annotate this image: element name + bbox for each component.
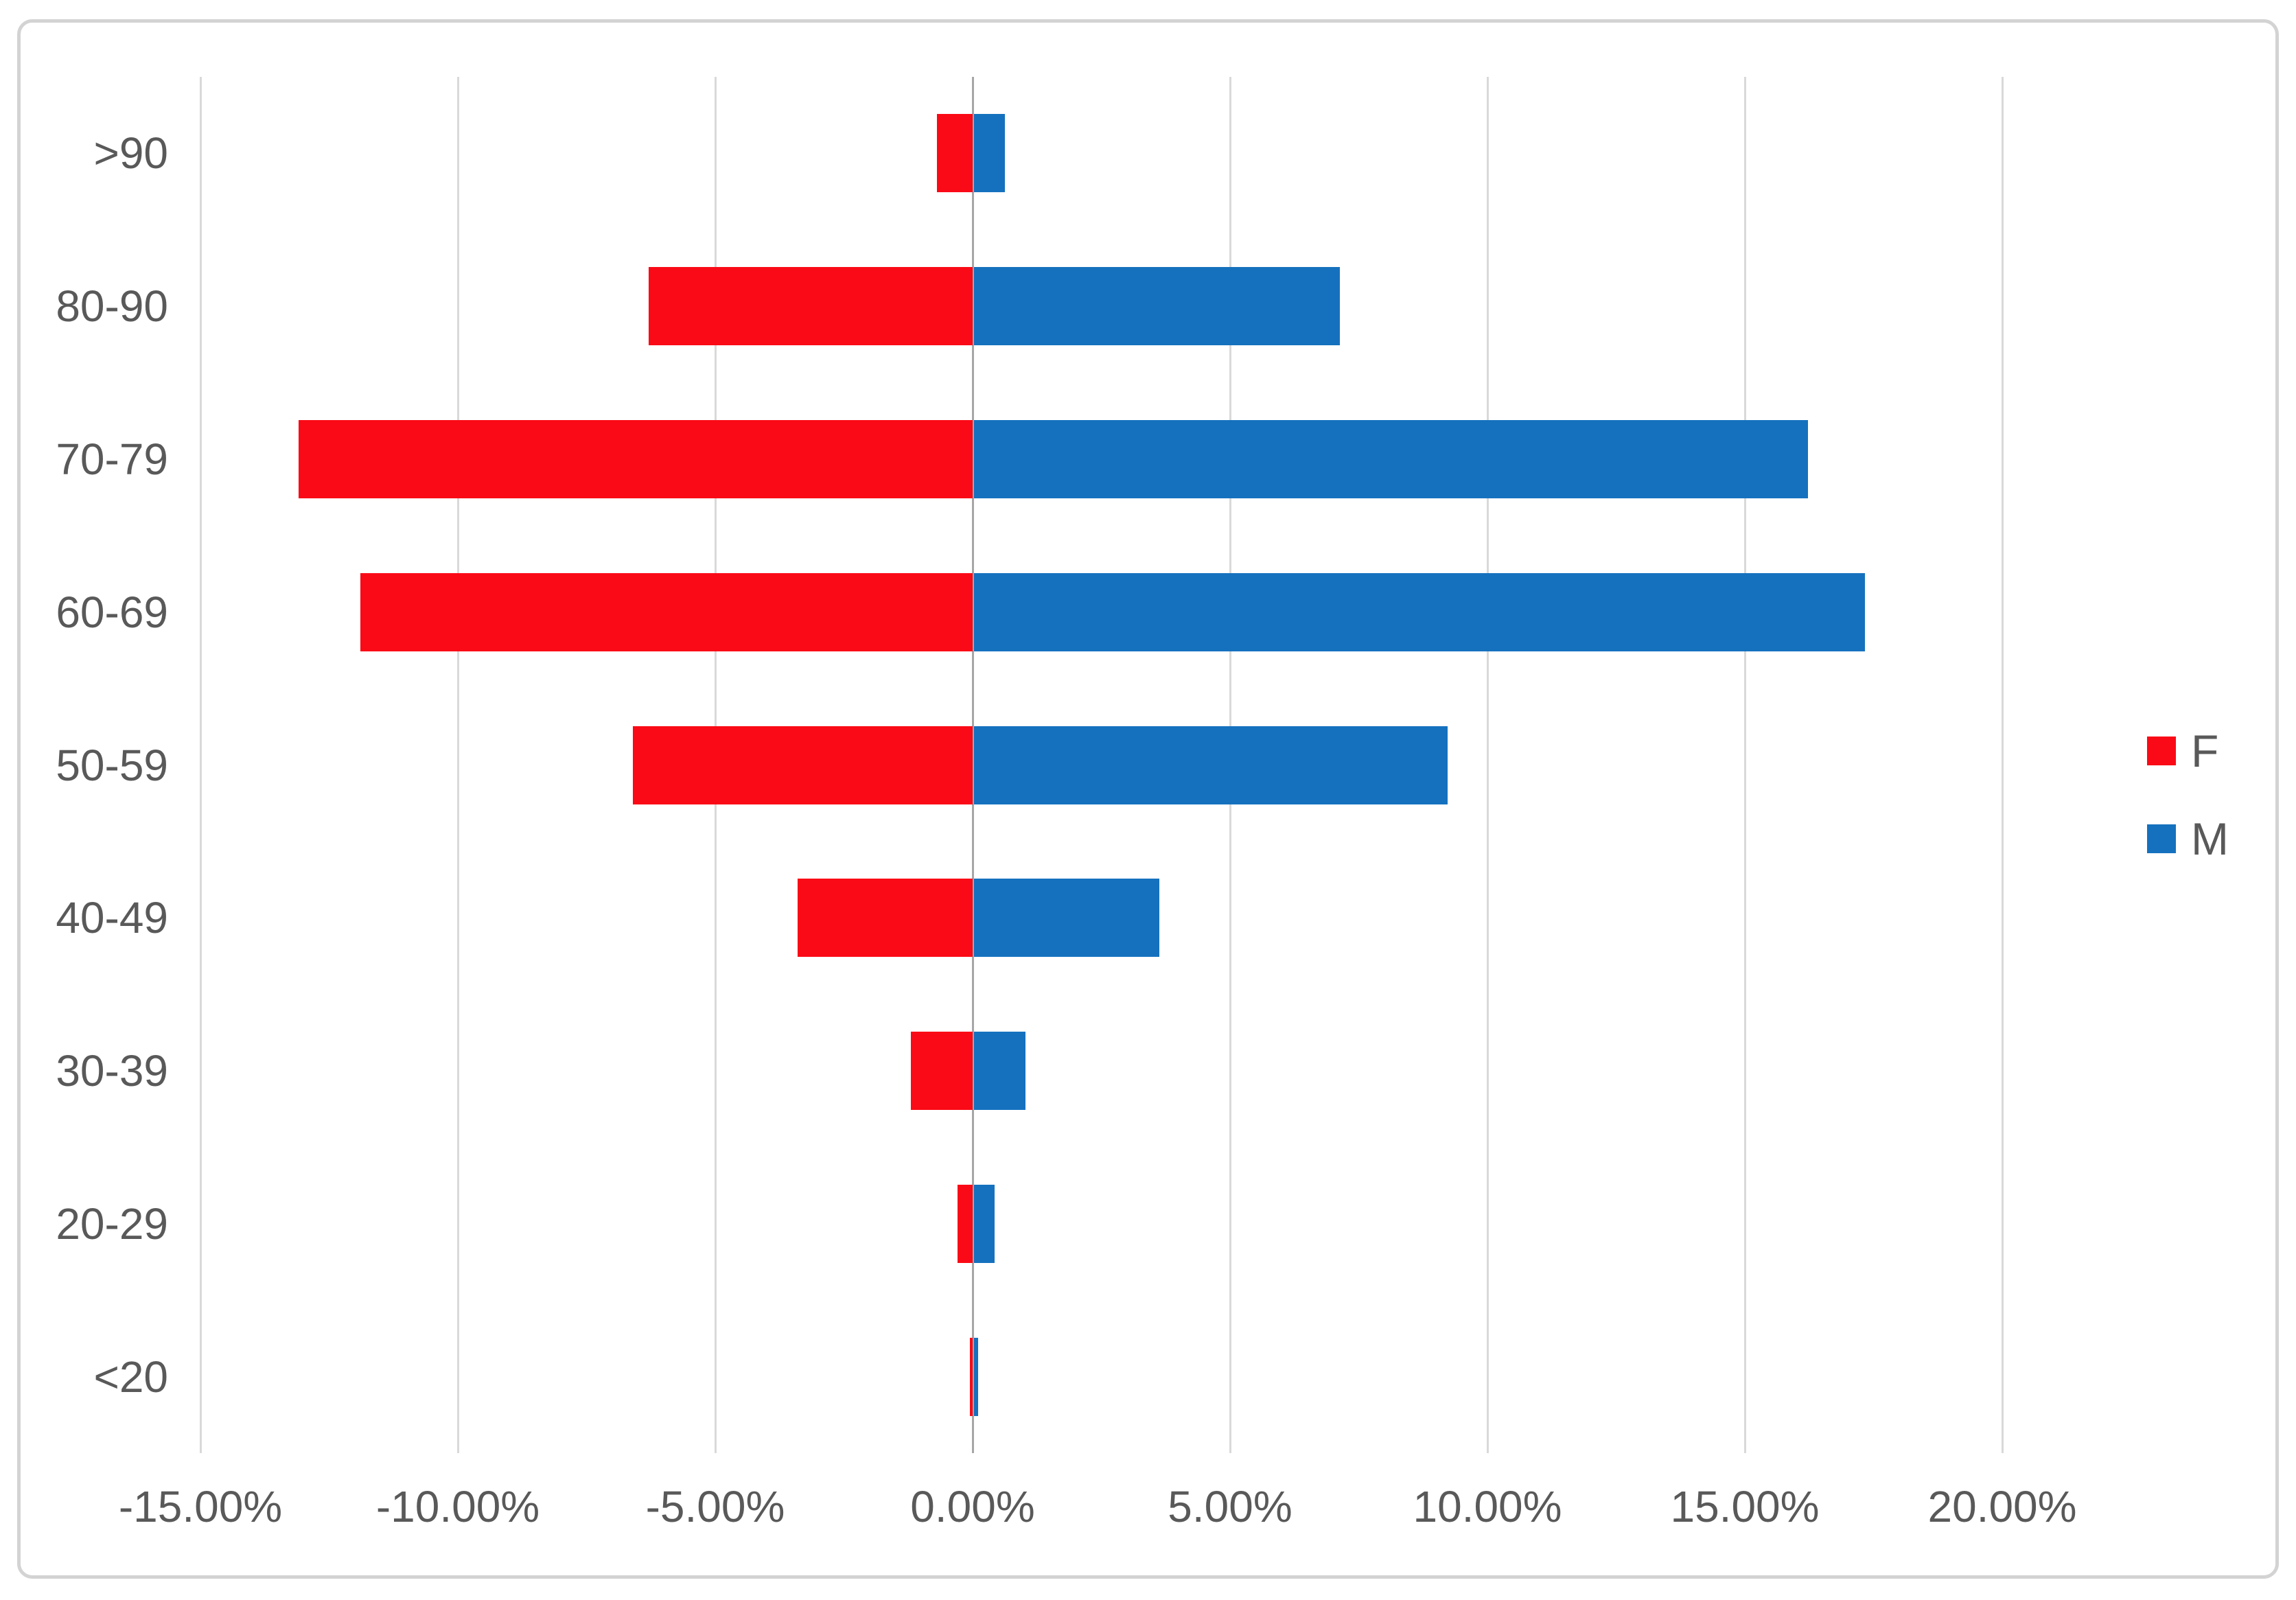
legend-label-m: M [2191,813,2229,864]
bar-m-60-69 [974,572,1865,651]
x-tick-label-10: 10.00% [1413,1482,1562,1531]
bar-m-80-90 [974,267,1340,346]
gridline-10 [1487,77,1489,1453]
zero-axis-line [972,77,974,1453]
bar-f-70-79 [298,419,973,498]
legend-item-f: F [2147,723,2229,779]
bar-f-40-49 [798,879,973,958]
bar-m-50-59 [974,726,1448,804]
bar-f-60-69 [360,572,973,651]
gridline--10 [457,77,459,1453]
bar-f-20-29 [957,1184,973,1263]
category-label-gt90: >90 [93,128,168,178]
category-label-30-39: 30-39 [56,1046,168,1096]
category-label-lt20: <20 [93,1352,168,1402]
legend-item-m: M [2147,811,2229,867]
gridline-20 [2002,77,2004,1453]
gridline-15 [1744,77,1746,1453]
bar-m-40-49 [974,879,1159,958]
category-label-70-79: 70-79 [56,434,168,484]
bar-f-80-90 [648,267,973,346]
bar-f-30-39 [911,1032,973,1111]
category-label-20-29: 20-29 [56,1198,168,1249]
bar-f-50-59 [633,726,973,804]
bar-m-30-39 [974,1032,1025,1111]
x-tick-label-5: 5.00% [1168,1482,1292,1531]
x-tick-label--5: -5.00% [645,1482,785,1531]
gridline--15 [200,77,202,1453]
legend: F M [2147,723,2229,867]
category-label-50-59: 50-59 [56,740,168,790]
bar-m-70-79 [974,419,1808,498]
legend-swatch-f-icon [2147,737,2176,765]
bar-m-20-29 [974,1184,995,1263]
x-tick-label--10: -10.00% [375,1482,540,1531]
x-tick-label-0: 0.00% [910,1482,1035,1531]
bar-f-gt90 [936,114,973,193]
category-label-80-90: 80-90 [56,281,168,332]
x-tick-label-20: 20.00% [1927,1482,2077,1531]
bar-m-gt90 [974,114,1005,193]
bar-f-lt20 [970,1337,973,1416]
bar-m-lt20 [974,1337,978,1416]
legend-label-f: F [2191,726,2219,776]
category-label-40-49: 40-49 [56,893,168,943]
category-label-60-69: 60-69 [56,587,168,637]
x-tick-label--15: -15.00% [118,1482,283,1531]
legend-swatch-m-icon [2147,824,2176,853]
x-tick-label-15: 15.00% [1670,1482,1820,1531]
